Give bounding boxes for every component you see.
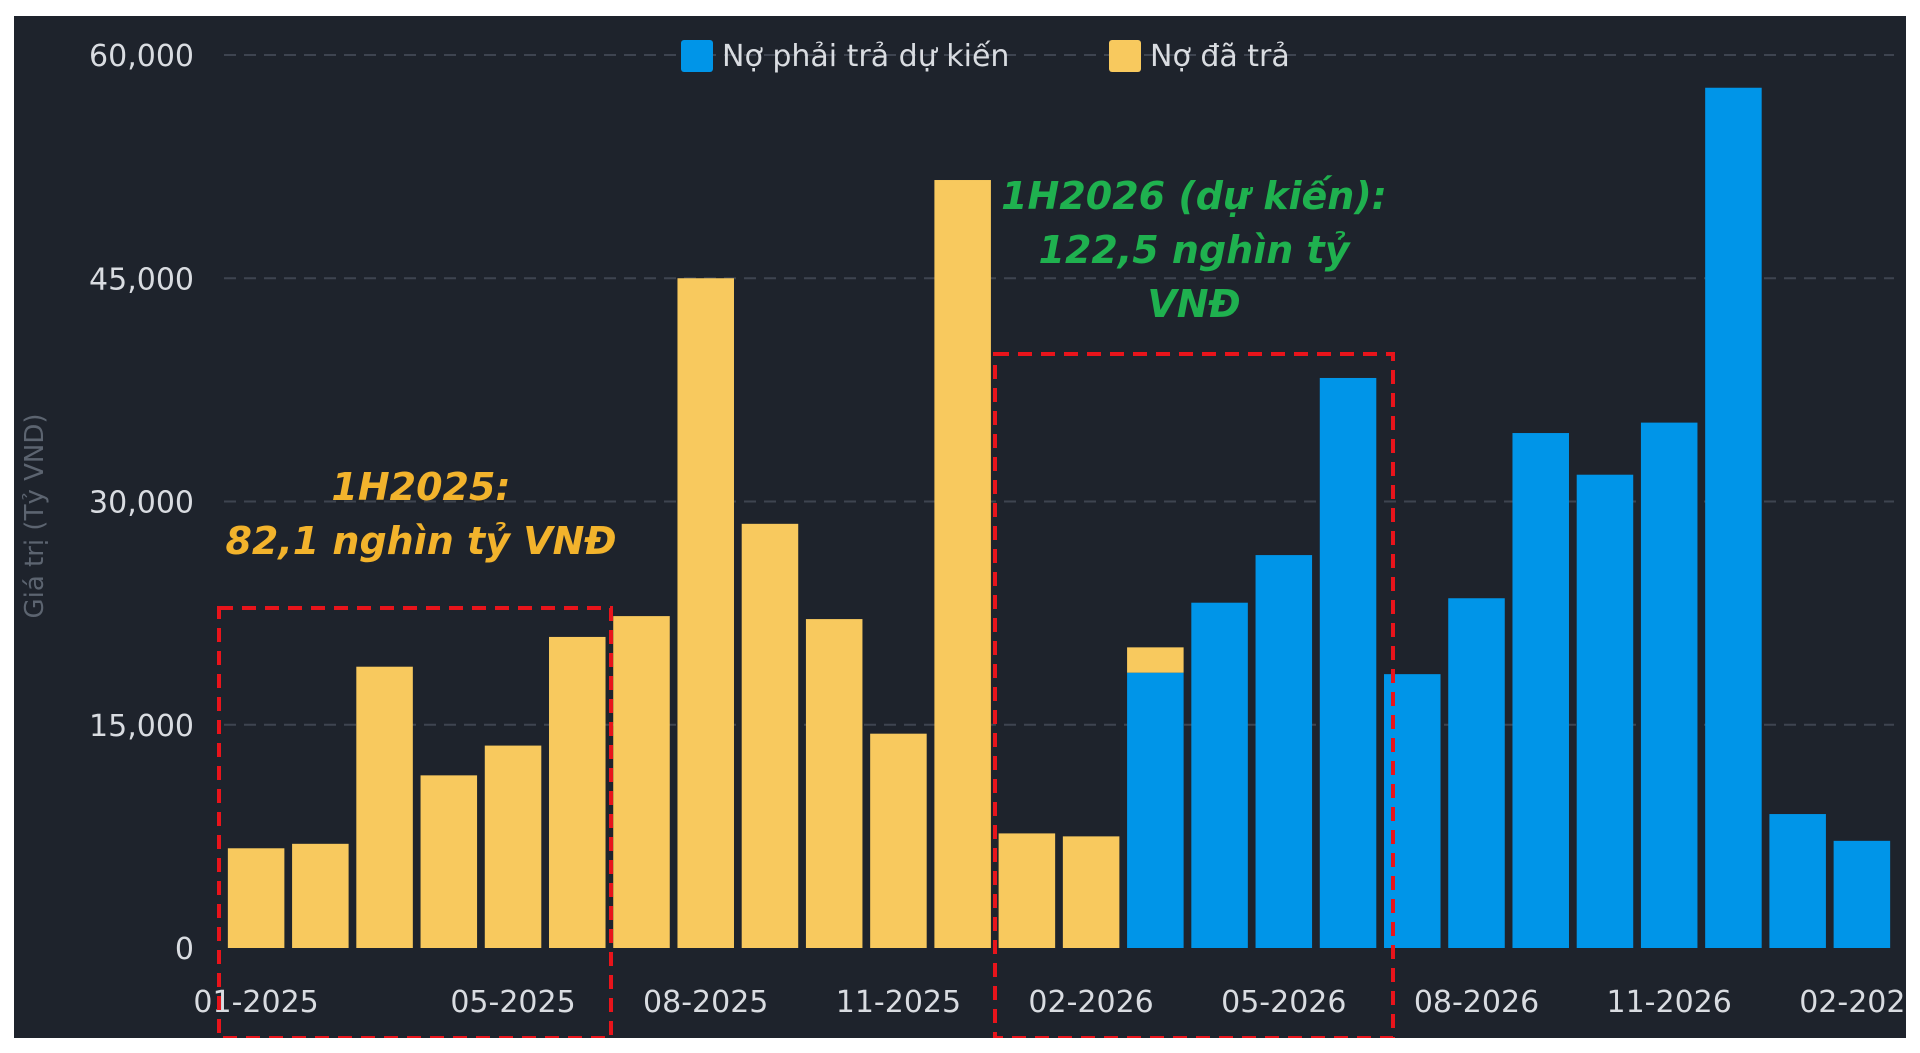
bar-06-2025 [549, 636, 606, 948]
bar-09-2025 [741, 523, 799, 948]
y-tick-labels: 0 15,000 30,000 45,000 60,000 [89, 39, 194, 967]
bar-04-2025 [420, 775, 478, 948]
bar-05-2026 [1255, 555, 1313, 948]
legend-label: Nợ đã trả [1150, 39, 1290, 74]
annotation-box [993, 352, 1395, 1038]
chart-panel: 0 15,000 30,000 45,000 60,000 01-2025 05-2025… [14, 16, 1906, 1038]
x-tick-label: 11-2026 [1607, 985, 1732, 1020]
y-tick-label: 15,000 [89, 709, 194, 744]
bar-12-2026 [1705, 87, 1762, 948]
annotations: 1H2025: 82,1 nghìn tỷ VNĐ 1H2026 (dự kiến)… [217, 174, 1395, 1038]
x-tick-label: 05-2026 [1221, 985, 1346, 1020]
bar-01-2026 [998, 833, 1056, 948]
bar-10-2025 [805, 619, 863, 948]
bar-02-2026 [1062, 836, 1120, 948]
bar-08-2026 [1448, 598, 1505, 948]
legend-swatch [681, 40, 713, 72]
x-tick-label: 11-2025 [836, 985, 961, 1020]
x-tick-label: 08-2025 [643, 985, 768, 1020]
bar-04-2026 [1191, 602, 1248, 948]
y-tick-label: 30,000 [89, 486, 194, 521]
annotation-label: 122,5 nghìn tỷ [1039, 228, 1352, 272]
y-axis-label: Giá trị (Tỷ VND) [20, 413, 50, 618]
bar-10-2026 [1576, 474, 1634, 948]
annotation-label: VNĐ [1147, 282, 1240, 326]
legend: Nợ phải trả dự kiến Nợ đã trả [681, 39, 1290, 74]
bar-12-2025 [934, 180, 991, 948]
legend-label: Nợ phải trả dự kiến [722, 39, 1009, 74]
legend-swatch [1109, 40, 1141, 72]
bar-09-2026 [1512, 433, 1569, 949]
bar-05-2025 [484, 745, 542, 948]
bars [227, 87, 1891, 949]
x-tick-label: 05-2025 [450, 985, 575, 1020]
bar-08-2025 [677, 278, 734, 948]
annotation-label: 1H2025: [331, 465, 510, 509]
bar-03-2026 [1127, 647, 1184, 673]
x-tick-label: 02-2027 [1799, 985, 1906, 1020]
y-tick-label: 0 [175, 932, 194, 967]
bar-11-2026 [1640, 422, 1698, 948]
bar-11-2025 [870, 733, 927, 948]
bar-02-2025 [292, 843, 349, 948]
bar-07-2025 [613, 616, 670, 948]
x-tick-label: 01-2025 [193, 985, 318, 1020]
x-tick-label: 08-2026 [1414, 985, 1539, 1020]
x-tick-labels: 01-2025 05-2025 08-2025 11-2025 02-2026 05-20… [193, 985, 1906, 1020]
bar-01-2027 [1769, 814, 1826, 948]
bar-01-2025 [227, 848, 285, 948]
x-tick-label: 02-2026 [1028, 985, 1153, 1020]
bar-03-2025 [356, 666, 413, 948]
annotation-label: 82,1 nghìn tỷ VNĐ [225, 519, 616, 563]
debt-bar-chart: 0 15,000 30,000 45,000 60,000 01-2025 05-2025… [20, 39, 1906, 1038]
y-tick-label: 45,000 [89, 262, 194, 297]
annotation-box [217, 606, 613, 1038]
bar-06-2026 [1319, 377, 1377, 948]
annotation-label: 1H2026 (dự kiến): [1001, 174, 1387, 218]
bar-03-2026 [1127, 672, 1184, 948]
y-tick-label: 60,000 [89, 39, 194, 74]
bar-02-2027 [1833, 840, 1891, 948]
